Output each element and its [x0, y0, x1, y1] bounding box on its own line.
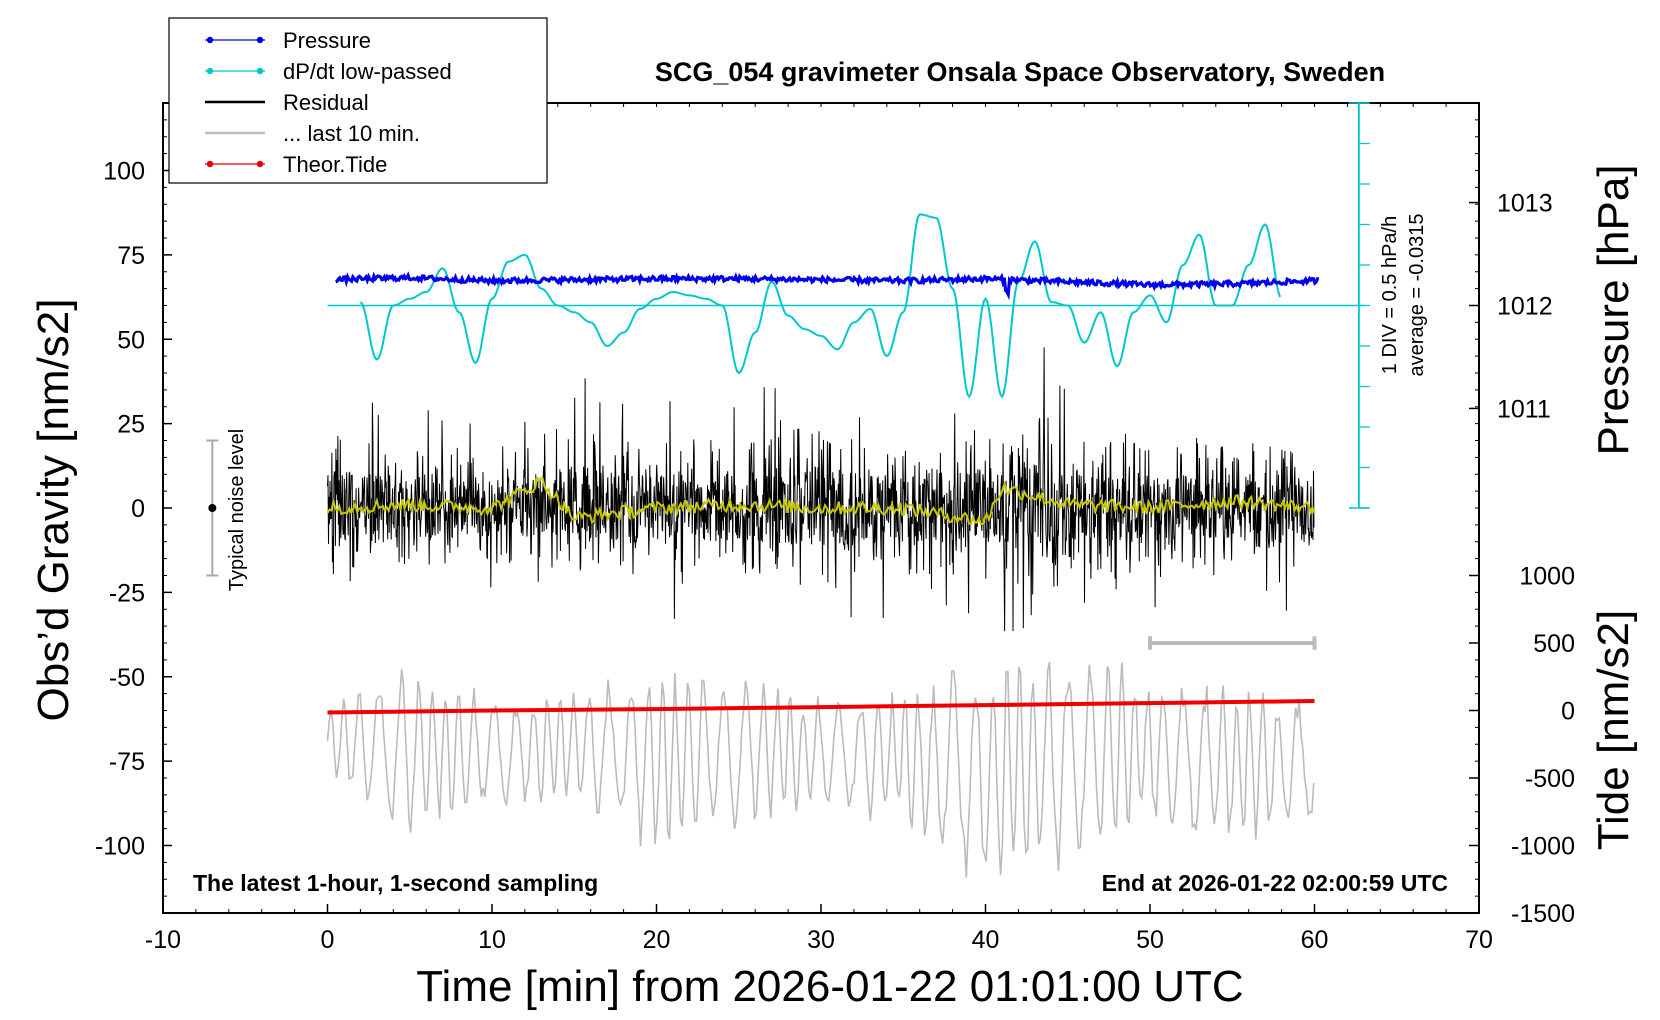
- series-layer: [206, 102, 1370, 878]
- tide-tick-label: 1000: [1519, 563, 1575, 591]
- scale-annotation-div: 1 DIV = 0.5 hPa/h: [1379, 216, 1401, 374]
- y-axis-label-left: Obs’d Gravity [nm/s2]: [29, 298, 78, 721]
- pressure-series: [335, 271, 1320, 301]
- legend-marker: [206, 160, 214, 168]
- dpdt-series: [359, 213, 1281, 399]
- noise-level-label: Typical noise level: [226, 429, 248, 591]
- x-tick-label: 60: [1301, 926, 1329, 954]
- x-tick-label: 70: [1465, 926, 1493, 954]
- tide-tick-label: 500: [1533, 630, 1575, 658]
- y-tick-label-left: -25: [109, 579, 145, 607]
- y-tick-label-left: -100: [95, 833, 145, 861]
- legend-marker: [206, 36, 214, 44]
- noise-bar-center: [208, 504, 217, 512]
- y-tick-label-left: 0: [131, 495, 145, 523]
- tide-tick-label: -1500: [1511, 900, 1575, 928]
- tide-tick-label: -1000: [1511, 833, 1575, 861]
- y-axis-label-pressure: Pressure [hPa]: [1589, 164, 1638, 455]
- chart-title: SCG_054 gravimeter Onsala Space Observat…: [655, 57, 1385, 87]
- legend-label: dP/dt low-passed: [283, 59, 452, 84]
- x-tick-label: -10: [145, 926, 181, 954]
- x-tick-label: 20: [643, 926, 671, 954]
- x-tick-label: 30: [807, 926, 835, 954]
- y-tick-label-left: -50: [109, 664, 145, 692]
- scale-annotation-average: average = -0.0315: [1406, 214, 1428, 377]
- legend: Pressure dP/dt low-passed Residual ... last…: [168, 17, 548, 184]
- y-axis-label-tide: Tide [nm/s2]: [1589, 610, 1638, 850]
- x-tick-label: 0: [321, 926, 335, 954]
- x-tick-label: 40: [972, 926, 1000, 954]
- legend-label: Theor.Tide: [283, 152, 387, 177]
- x-tick-label: 50: [1136, 926, 1164, 954]
- tide-tick-label: 0: [1561, 698, 1575, 726]
- legend-box: [168, 17, 548, 184]
- last-10-min-series: [326, 661, 1315, 878]
- residual-smoothed-series: [326, 475, 1316, 526]
- residual-series: [327, 347, 1315, 632]
- x-axis-label: Time [min] from 2026-01-22 01:01:00 UTC: [416, 962, 1243, 1011]
- tide-tick-label: -500: [1525, 765, 1575, 793]
- axis-ticks: -10 0 10 20 30 40 50 60 701007550250-25-50-75-10…: [95, 102, 1575, 954]
- x-tick-label: 10: [478, 926, 506, 954]
- y-tick-label-left: 100: [103, 158, 145, 186]
- legend-marker: [256, 67, 264, 75]
- y-tick-label-left: 50: [117, 326, 145, 354]
- y-tick-label-left: 75: [117, 242, 145, 270]
- pressure-tick-label: 1012: [1497, 293, 1553, 321]
- legend-label: ... last 10 min.: [283, 121, 420, 146]
- pressure-tick-label: 1011: [1497, 395, 1551, 423]
- legend-marker: [256, 36, 264, 44]
- y-tick-label-left: 25: [117, 411, 145, 439]
- pressure-tick-label: 1013: [1497, 190, 1553, 218]
- legend-label: Pressure: [283, 28, 371, 53]
- legend-label: Residual: [283, 90, 369, 115]
- sampling-note: The latest 1-hour, 1-second sampling: [193, 870, 598, 896]
- legend-marker: [256, 160, 264, 168]
- tide-series: [327, 699, 1315, 715]
- y-tick-label-left: -75: [109, 748, 145, 776]
- end-time-note: End at 2026-01-22 02:00:59 UTC: [1102, 870, 1448, 896]
- legend-marker: [206, 67, 214, 75]
